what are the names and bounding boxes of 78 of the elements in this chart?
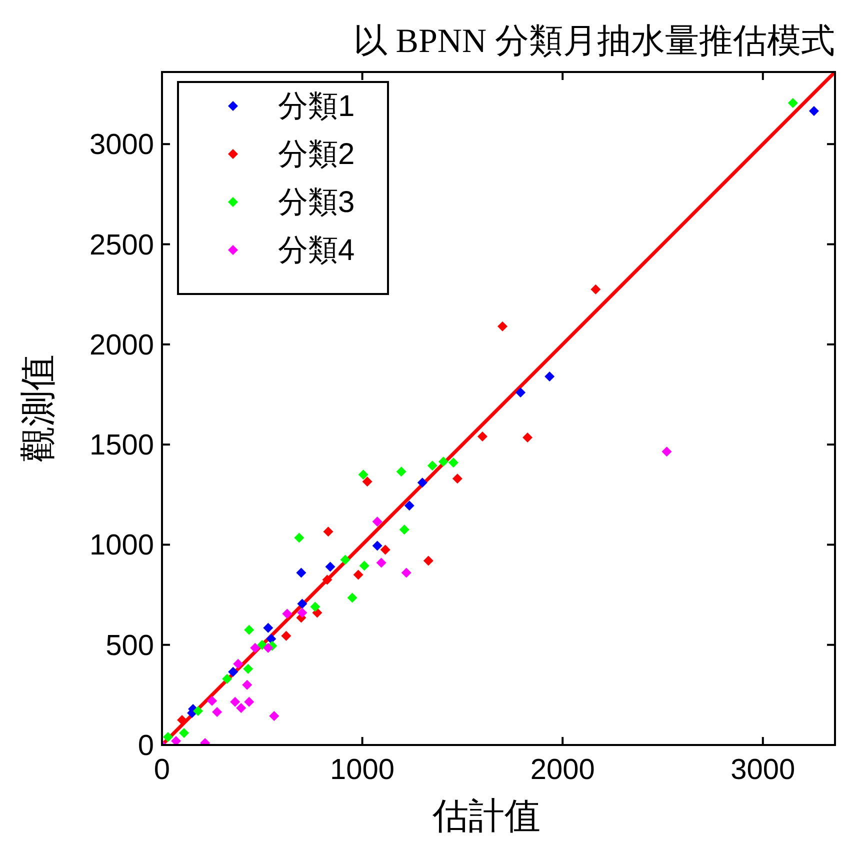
y-tick-label: 0 [138,730,154,762]
point [257,640,268,650]
point [516,387,526,398]
point [222,674,232,684]
point [310,602,320,612]
point [448,458,458,468]
legend-label: 分類2 [278,138,355,171]
point [242,680,252,690]
point [372,516,382,527]
legend-label: 分類4 [278,234,355,267]
point [325,562,336,572]
point [404,500,414,511]
point [297,598,308,609]
point [452,474,462,484]
point [477,432,488,442]
point [347,592,358,603]
chart-title: 以 BPNN 分類月抽水量推估模式 [353,23,835,60]
point [294,532,304,543]
point [359,560,370,571]
point [380,544,390,555]
x-tick-label: 2000 [530,754,595,786]
point [423,556,434,566]
y-tick-label: 1500 [89,430,154,462]
point [230,696,240,707]
y-tick-label: 2000 [89,329,154,362]
point [322,574,332,585]
point [207,696,218,706]
legend-label: 分類3 [278,186,355,219]
point [808,106,819,116]
point [228,666,238,677]
point [250,642,260,653]
point [544,371,555,382]
point [662,446,672,457]
point [353,570,364,580]
point [193,706,204,716]
point [244,696,254,707]
point [263,642,274,653]
point [296,568,306,578]
point [179,728,190,738]
point [281,630,292,641]
point [297,608,308,618]
point [323,526,334,537]
point [171,736,182,745]
point [427,460,438,471]
point [362,476,372,487]
y-tick-label: 500 [106,630,154,662]
x-tick-label: 1000 [330,754,395,786]
point [243,664,254,674]
point [401,568,412,578]
point [396,466,406,477]
point [266,634,276,644]
point [212,706,222,717]
legend-label: 分類1 [278,90,355,123]
point [236,702,246,713]
point [438,456,448,467]
point [177,714,188,725]
point [244,624,254,635]
point [282,608,292,619]
point [590,284,601,294]
y-tick-label: 1000 [89,530,154,562]
point [372,540,382,551]
point [522,432,533,443]
y-tick-label: 3000 [89,129,154,162]
point [417,478,428,488]
point [263,622,274,633]
point [163,732,174,742]
x-axis-title: 估計值 [432,795,540,836]
point [788,98,798,108]
point [498,321,508,332]
point [233,658,244,669]
point [399,524,410,535]
y-tick-label: 2500 [89,229,154,262]
point [376,558,386,568]
point [269,710,280,721]
x-tick-label: 3000 [730,754,796,786]
point [358,470,368,480]
point [340,554,350,565]
y-axis-title: 觀測值 [17,354,58,462]
